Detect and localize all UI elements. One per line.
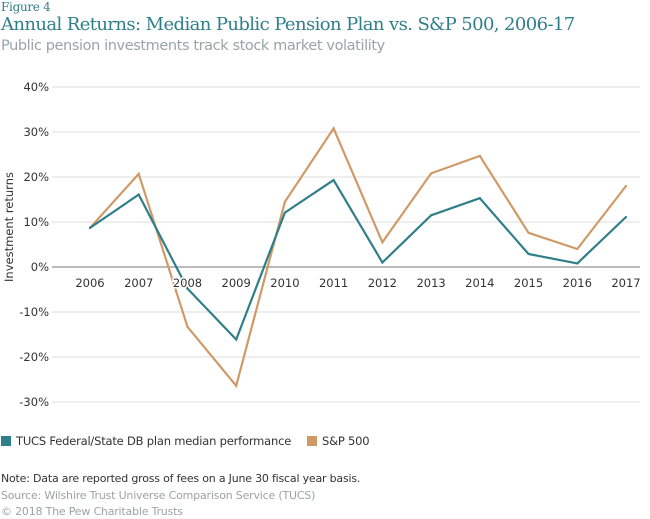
chart-title: Annual Returns: Median Public Pension Pl… bbox=[1, 14, 575, 35]
y-tick-label: 30% bbox=[23, 125, 49, 139]
x-tick-label: 2007 bbox=[124, 276, 153, 290]
data-point-sp500 bbox=[186, 325, 189, 328]
data-point-sp500 bbox=[381, 241, 384, 244]
legend-label-sp500: S&P 500 bbox=[322, 434, 370, 448]
data-point-sp500 bbox=[576, 247, 579, 251]
data-point-tucs bbox=[186, 287, 189, 290]
y-tick-label: -30% bbox=[19, 395, 49, 409]
x-tick-label: 2017 bbox=[611, 276, 640, 290]
data-point-tucs bbox=[478, 197, 481, 200]
data-point-sp500 bbox=[283, 200, 287, 203]
data-point-tucs bbox=[381, 261, 384, 264]
footnote: Note: Data are reported gross of fees on… bbox=[1, 472, 361, 485]
data-point-sp500 bbox=[332, 127, 335, 130]
y-tick-label: 0% bbox=[31, 260, 49, 274]
data-point-sp500 bbox=[478, 154, 481, 157]
legend-item-tucs: TUCS Federal/State DB plan median perfor… bbox=[1, 434, 291, 448]
x-tick-label: 2014 bbox=[465, 276, 494, 290]
line-chart: 40% 30% 20% 10% 0% -10% -20% -30% Investment re… bbox=[2, 80, 642, 409]
source-line: Source: Wilshire Trust Universe Comparis… bbox=[1, 489, 316, 502]
data-point-sp500 bbox=[624, 184, 628, 188]
data-point-tucs bbox=[624, 215, 628, 219]
series-lines bbox=[88, 126, 628, 389]
data-point-sp500 bbox=[235, 384, 238, 387]
legend-swatch-sp500 bbox=[307, 436, 317, 446]
legend-item-sp500: S&P 500 bbox=[307, 434, 370, 448]
x-tick-label: 2008 bbox=[173, 276, 202, 290]
data-point-sp500 bbox=[137, 172, 140, 175]
data-point-tucs bbox=[429, 214, 433, 217]
y-tick-label: 10% bbox=[23, 215, 49, 229]
series-line-tucs bbox=[89, 178, 627, 342]
x-tick-label: 2010 bbox=[270, 276, 299, 290]
x-tick-label: 2012 bbox=[368, 276, 397, 290]
y-axis-ticks: 40% 30% 20% 10% 0% -10% -20% -30% bbox=[19, 80, 49, 409]
copyright-line: © 2018 The Pew Charitable Trusts bbox=[1, 505, 183, 518]
y-tick-label: 40% bbox=[23, 80, 49, 94]
legend-swatch-tucs bbox=[1, 436, 11, 446]
gridlines bbox=[52, 86, 640, 403]
y-tick-label: -20% bbox=[19, 350, 49, 364]
data-point-tucs bbox=[137, 193, 140, 196]
data-point-tucs bbox=[88, 226, 92, 229]
series-line-sp500 bbox=[89, 126, 627, 389]
y-axis-label: Investment returns bbox=[2, 172, 16, 282]
data-point-tucs bbox=[576, 262, 579, 265]
x-tick-label: 2016 bbox=[563, 276, 592, 290]
x-tick-label: 2009 bbox=[222, 276, 251, 290]
data-point-tucs bbox=[332, 179, 335, 182]
y-tick-label: 20% bbox=[23, 170, 49, 184]
figure-label: Figure 4 bbox=[1, 0, 51, 14]
data-point-tucs bbox=[235, 338, 238, 341]
x-tick-label: 2011 bbox=[319, 276, 348, 290]
x-tick-label: 2006 bbox=[75, 276, 104, 290]
legend-label-tucs: TUCS Federal/State DB plan median perfor… bbox=[16, 434, 292, 448]
data-point-sp500 bbox=[429, 172, 433, 175]
data-point-tucs bbox=[283, 211, 287, 214]
chart-subtitle: Public pension investments track stock m… bbox=[1, 38, 385, 54]
x-tick-label: 2013 bbox=[416, 276, 445, 290]
x-axis-ticks: 2006 2007 2008 2009 2010 2011 2012 2013 2014 2015… bbox=[74, 275, 642, 292]
x-tick-label: 2015 bbox=[514, 276, 543, 290]
y-tick-label: -10% bbox=[19, 305, 49, 319]
data-point-sp500 bbox=[527, 231, 530, 234]
data-point-tucs bbox=[527, 252, 530, 256]
